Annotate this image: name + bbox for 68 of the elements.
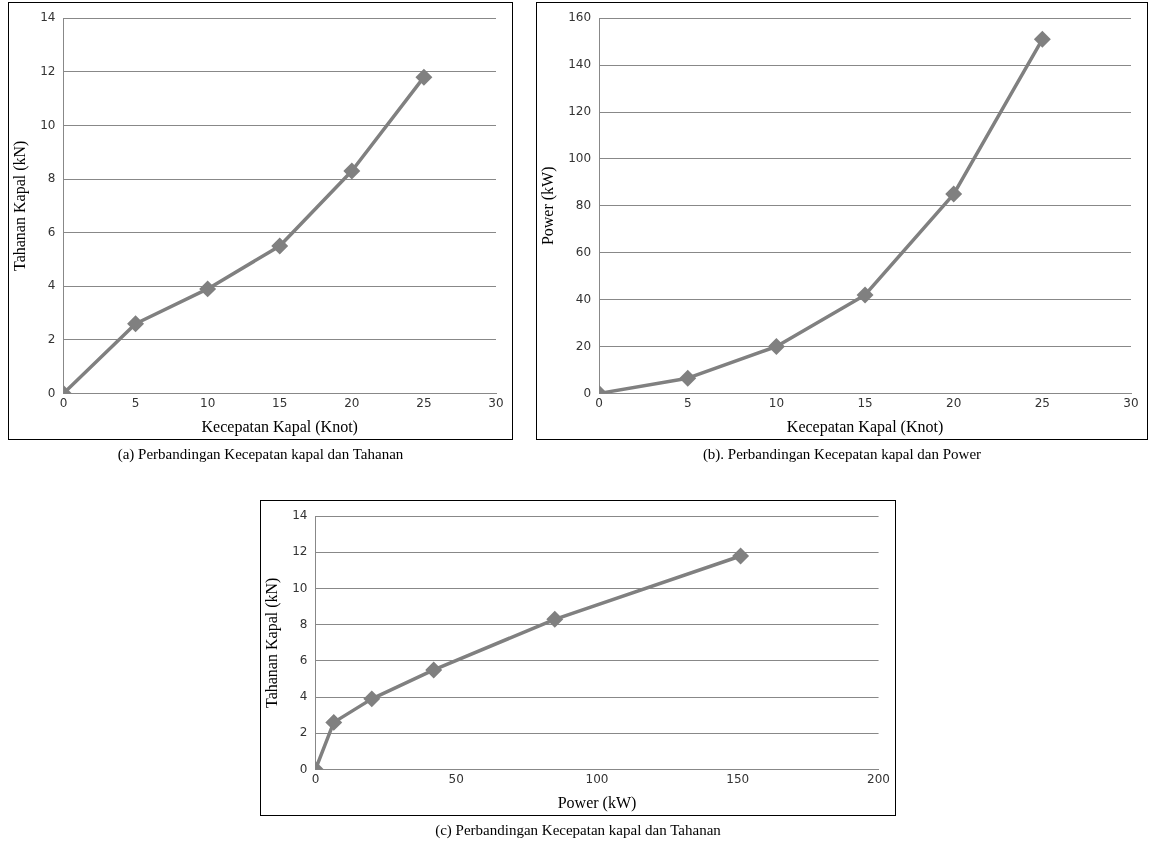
point: [547, 611, 563, 628]
x-axis-title: Power (kW): [557, 793, 637, 812]
y-tick-label: 10: [292, 580, 308, 595]
x-tick-label: 0: [311, 771, 320, 786]
y-tick-label: 0: [583, 385, 592, 400]
x-tick-label: 10: [768, 395, 785, 410]
x-tick-label: 30: [488, 395, 504, 410]
text: (a) Perbandingan Kecepatan kapal dan Tahanan: [116, 446, 405, 463]
x-tick-label: 15: [272, 395, 288, 410]
x-tick-label: 5: [683, 395, 692, 410]
point: [326, 714, 342, 731]
y-tick-label: 40: [575, 291, 592, 306]
x-tick-label: 20: [946, 395, 962, 410]
y-tick-label: 8: [299, 616, 308, 631]
y-tick-label: 4: [299, 689, 308, 704]
y-tick-label: 2: [299, 725, 308, 740]
x-tick-label: 100: [585, 771, 609, 786]
y-tick-label: 2: [47, 331, 56, 346]
y-tick-label: 14: [40, 10, 56, 25]
point: [425, 662, 442, 678]
x-tick-label: 25: [416, 395, 432, 410]
y-tick-label: 60: [575, 244, 592, 259]
x-axis-title: Kecepatan Kapal (Knot): [201, 417, 358, 436]
x-tick-label: 0: [59, 395, 68, 410]
x-tick-label: 200: [867, 771, 890, 786]
point: [271, 238, 288, 254]
point: [199, 281, 216, 297]
y-tick-label: 4: [47, 278, 56, 293]
x-tick-label: 5: [131, 395, 140, 410]
y-tick-label: 12: [40, 63, 56, 78]
x-tick-label: 150: [726, 771, 750, 786]
point: [1034, 31, 1051, 48]
x-tick-label: 0: [595, 395, 603, 410]
y-tick-label: 140: [568, 57, 592, 72]
y-axis-title: Tahanan Kapal (kN): [10, 140, 29, 271]
text: (c) Perbandingan Kecepatan kapal dan Tahanan: [434, 822, 722, 839]
y-tick-label: 10: [40, 117, 56, 132]
x-tick-label: 30: [1123, 395, 1139, 410]
x-tick-label: 25: [1034, 395, 1050, 410]
text: (b). Perbandingan Kecepatan kapal dan Power: [701, 446, 983, 463]
y-tick-label: 20: [575, 338, 592, 353]
x-tick-label: 20: [344, 395, 360, 410]
point: [768, 338, 785, 355]
point: [680, 370, 696, 386]
y-tick-label: 80: [575, 197, 592, 212]
point: [416, 69, 432, 85]
y-axis-title: Tahanan Kapal (kN): [262, 577, 281, 708]
y-tick-label: 0: [299, 761, 308, 776]
y-tick-label: 0: [47, 385, 56, 400]
y-tick-label: 8: [47, 171, 56, 186]
x-tick-label: 15: [857, 395, 873, 410]
point: [344, 163, 360, 179]
point: [364, 691, 380, 707]
point: [857, 287, 873, 303]
y-tick-label: 6: [47, 224, 56, 239]
point: [127, 315, 144, 332]
y-tick-label: 160: [568, 10, 592, 25]
y-axis-title: Power (kW): [538, 166, 557, 246]
y-tick-label: 12: [292, 544, 308, 559]
x-axis-title: Kecepatan Kapal (Knot): [786, 417, 944, 436]
y-tick-label: 120: [568, 104, 592, 119]
x-tick-label: 10: [200, 395, 216, 410]
y-tick-label: 100: [568, 151, 592, 166]
y-tick-label: 14: [292, 508, 308, 523]
x-tick-label: 50: [448, 771, 464, 786]
y-tick-label: 6: [299, 653, 308, 668]
point: [732, 548, 749, 564]
point: [945, 186, 962, 202]
